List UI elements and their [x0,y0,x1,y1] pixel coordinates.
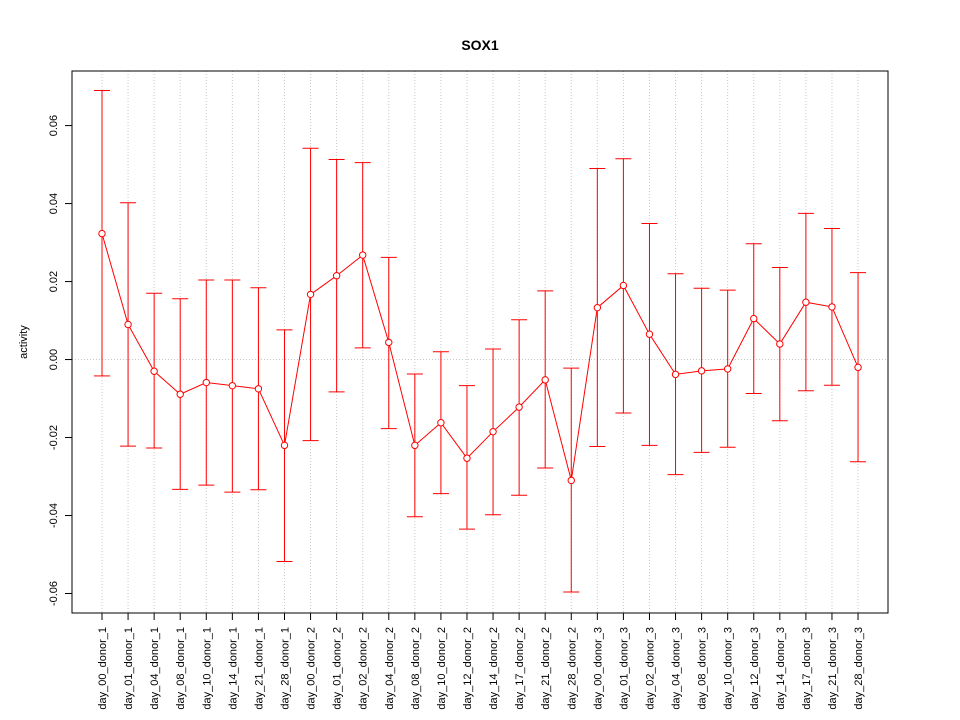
x-tick-label: day_00_donor_2 [306,627,318,710]
x-tick-label: day_28_donor_1 [279,627,291,710]
x-axis: day_00_donor_1 day_01_donor_1 day_04_donor… [97,613,865,710]
x-tick-label: day_01_donor_3 [618,627,630,710]
x-tick-label: day_17_donor_3 [801,627,813,710]
data-point [541,376,549,384]
x-tick-label: day_17_donor_2 [514,627,526,710]
data-point [98,229,106,238]
x-tick-label: day_04_donor_2 [384,627,396,710]
x-tick-label: day_08_donor_1 [175,627,187,710]
data-point [854,363,862,372]
data-point [593,303,602,312]
data-point [254,385,263,393]
data-point [567,476,575,485]
data-point [176,390,184,398]
y-axis-label: activity [18,325,30,359]
data-point [776,340,784,348]
y-tick-label: -0.02 [48,425,60,450]
data-point [332,272,341,280]
x-tick-label: day_08_donor_3 [697,627,709,710]
data-point [645,330,654,338]
x-tick-label: day_21_donor_3 [827,627,839,710]
data-point [150,367,158,375]
x-tick-label: day_02_donor_2 [358,627,370,710]
data-point [306,290,315,299]
error-bars [94,89,867,593]
data-point [750,314,758,323]
data-point [619,281,628,290]
data-point [280,441,289,450]
y-tick-label: -0.06 [48,581,60,606]
x-tick-label: day_10_donor_2 [436,627,448,710]
x-tick-label: day_21_donor_2 [540,627,552,710]
x-tick-label: day_14_donor_3 [775,627,787,710]
x-tick-label: day_01_donor_2 [332,627,344,710]
data-point [802,298,810,306]
y-tick-label: 0.06 [48,115,60,136]
x-tick-label: day_08_donor_2 [410,627,422,710]
x-tick-label: day_04_donor_3 [671,627,683,710]
series-line [101,233,859,481]
data-point [463,454,471,462]
data-point [411,441,419,450]
x-tick-label: day_14_donor_2 [488,627,500,710]
x-tick-label: day_00_donor_1 [97,627,109,710]
data-point [437,419,445,427]
x-tick-label: day_28_donor_2 [566,627,578,710]
y-tick-label: 0.04 [48,193,60,214]
data-point [228,381,237,390]
data-point [359,251,367,259]
data-points [98,229,862,485]
data-point [697,367,706,375]
data-point [124,320,132,329]
x-tick-label: day_28_donor_3 [853,627,865,710]
chart-title: SOX1 [461,37,499,53]
x-tick-label: day_02_donor_3 [644,627,656,710]
x-tick-label: day_10_donor_3 [723,627,735,710]
x-tick-label: day_14_donor_1 [227,627,239,710]
x-tick-label: day_12_donor_2 [462,627,474,710]
x-tick-label: day_21_donor_1 [253,627,265,710]
y-tick-label: 0.00 [48,349,60,370]
plot-frame [71,70,889,614]
data-point [723,365,732,373]
data-point [385,338,393,347]
data-point [671,370,680,379]
x-tick-label: day_01_donor_1 [123,627,135,710]
series-line-group [101,233,859,481]
data-point [202,378,210,387]
data-point [489,427,497,436]
x-tick-label: day_04_donor_1 [149,627,161,710]
y-axis: -0.06 -0.04 -0.02 0.00 0.02 0.04 0.06 [48,115,72,606]
data-point [828,303,836,311]
grid [72,71,888,613]
data-point [515,403,523,411]
x-tick-label: day_10_donor_1 [201,627,213,710]
x-tick-label: day_00_donor_3 [592,627,604,710]
x-tick-label: day_12_donor_3 [749,627,761,710]
y-tick-label: -0.04 [48,503,60,528]
y-tick-label: 0.02 [48,271,60,292]
